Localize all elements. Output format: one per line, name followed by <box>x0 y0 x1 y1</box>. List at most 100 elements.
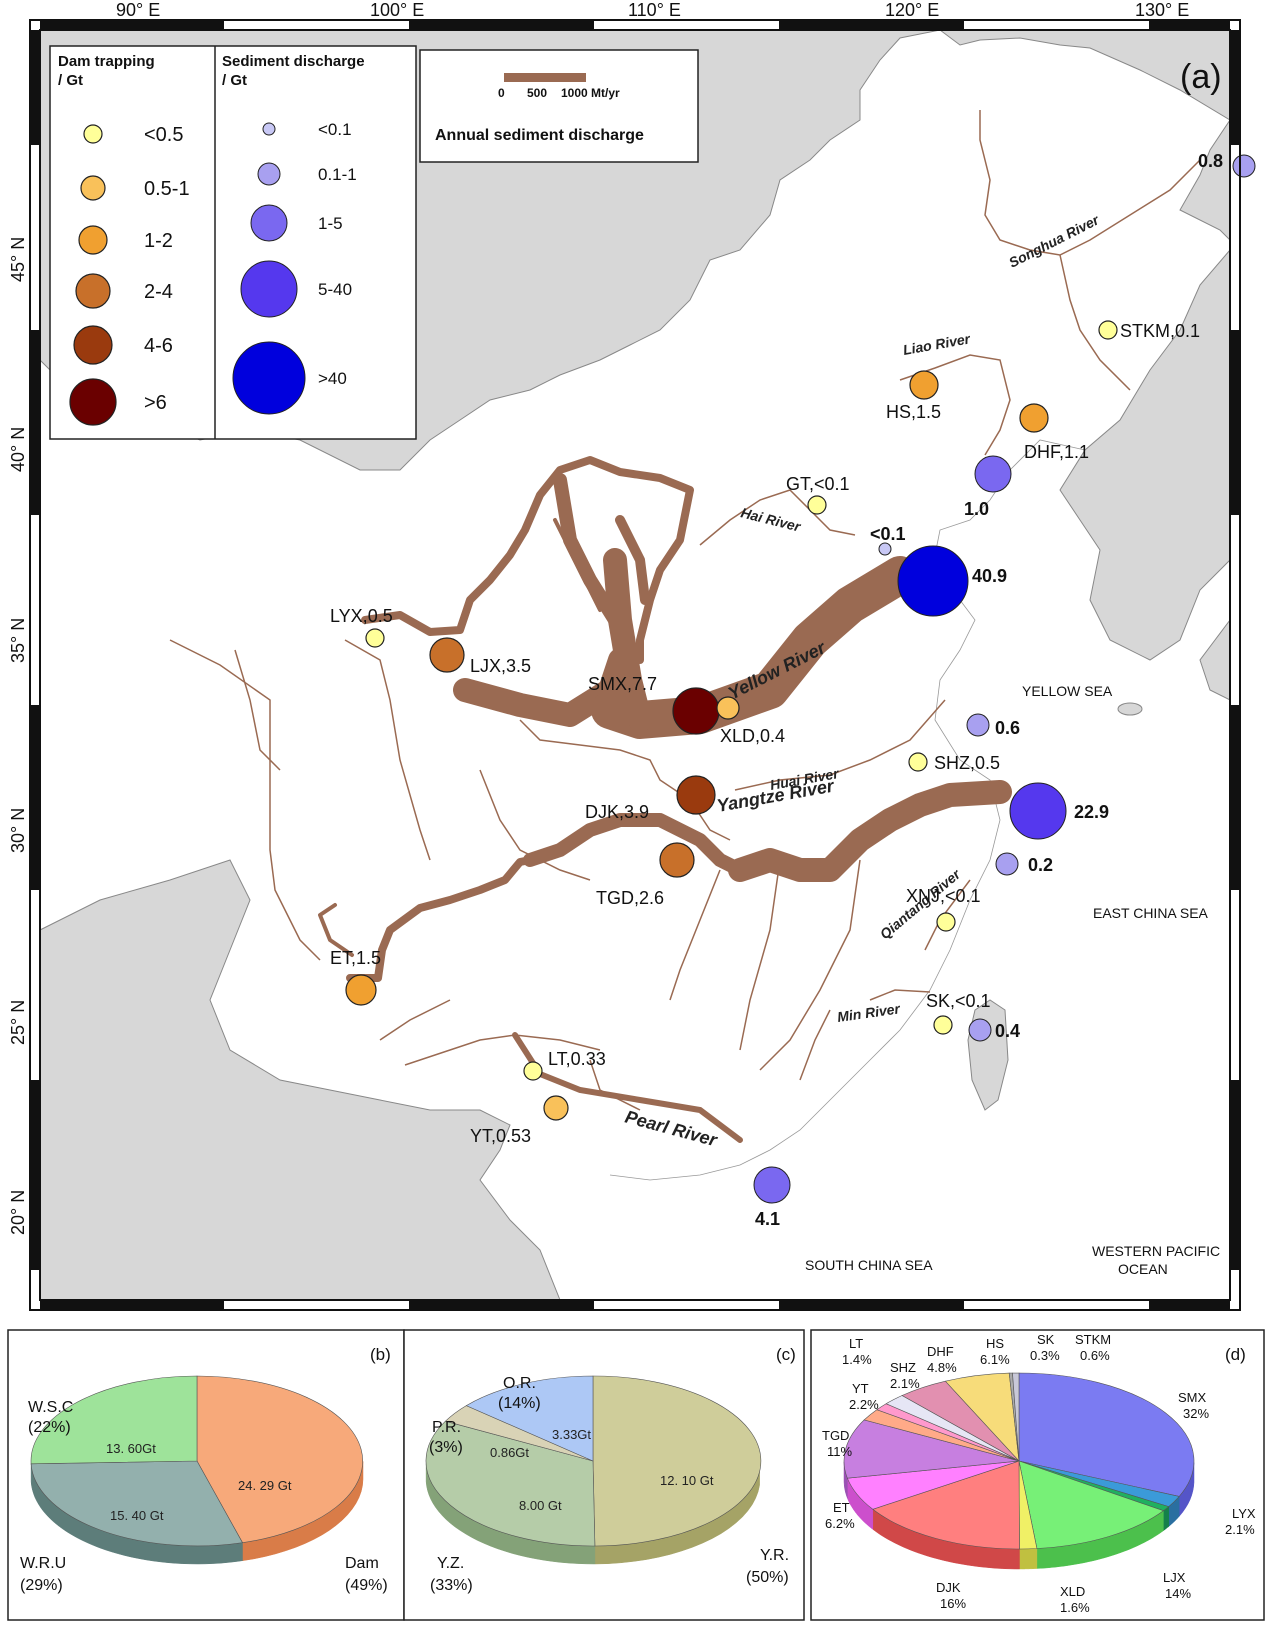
dam-marker-xld[interactable] <box>716 696 740 720</box>
lat-label-35: 35° N <box>8 618 28 663</box>
dam-label-sk: SK,<0.1 <box>926 991 991 1011</box>
legend-sed-swatch-2 <box>257 162 281 186</box>
pie-d-pct-lyx: 2.1% <box>1225 1522 1255 1537</box>
outlet-marker-qiantang[interactable] <box>995 852 1019 876</box>
dam-label-et: ET,1.5 <box>330 948 381 968</box>
pie-d-slice-0[interactable] <box>1018 1372 1195 1497</box>
legend-dam-swatch-4 <box>75 273 111 309</box>
pie-b-slice-0[interactable] <box>196 1375 363 1544</box>
legend-dam-label-6: >6 <box>144 392 167 414</box>
pie-c-label-yz: Y.Z. <box>437 1555 464 1572</box>
legend-dam-label-2: 0.5-1 <box>144 178 190 200</box>
outlet-marker-yellow[interactable] <box>897 545 969 617</box>
pie-d-pct-tgd: 11% <box>827 1444 852 1459</box>
legend-sed-swatch-1 <box>262 122 276 136</box>
dam-label-shz: SHZ,0.5 <box>934 753 1000 773</box>
dam-label-hs: HS,1.5 <box>886 402 941 422</box>
pie-b-label-wru: W.R.U <box>20 1555 66 1572</box>
pie-d-name-dhf: DHF <box>927 1344 954 1359</box>
map-frame <box>29 19 1241 1311</box>
frame-seg-left <box>31 330 40 515</box>
pie-d-slice-14[interactable] <box>1012 1372 1020 1462</box>
outlet-labels: 0.8 1.0 <0.1 40.9 0.6 22.9 0.2 0.4 4.1 <box>755 151 1223 1229</box>
pie-b-pct-wsc: (22%) <box>28 1419 71 1436</box>
scale-title: Annual sediment discharge <box>435 127 644 144</box>
pie-c-pct-pr: (3%) <box>429 1439 463 1456</box>
lat-labels: 45° N 40° N 35° N 30° N 25° N 20° N <box>8 237 28 1235</box>
outlet-label-hai: <0.1 <box>870 524 906 544</box>
yellow-river <box>361 456 919 739</box>
pie-d-name-lt: LT <box>849 1336 863 1351</box>
outlet-marker-liao[interactable] <box>974 455 1012 493</box>
lat-label-25: 25° N <box>8 1000 28 1045</box>
dam-marker-gt[interactable] <box>807 495 827 515</box>
pie-b-label-wsc: W.S.C <box>28 1399 73 1416</box>
pie-b-value-wru: 15. 40 Gt <box>110 1508 164 1523</box>
yangtze-river <box>318 780 1012 982</box>
pie-c-pct-or: (14%) <box>498 1395 541 1412</box>
sea-label-wpo-2: OCEAN <box>1118 1261 1168 1277</box>
pie-d-slice-7[interactable] <box>843 1419 1020 1479</box>
pie-d-side-4 <box>1019 1548 1038 1570</box>
dam-marker-lyx[interactable] <box>365 628 385 648</box>
legend-dam-swatch-2 <box>80 175 106 201</box>
outlet-label-qiantang: 0.2 <box>1028 855 1053 875</box>
dam-label-yt: YT,0.53 <box>470 1126 531 1146</box>
pie-b-slice-2[interactable] <box>30 1375 198 1465</box>
pie-chart-b <box>30 1375 364 1565</box>
dam-marker-et[interactable] <box>345 974 377 1006</box>
pie-b-label-dam: Dam <box>345 1555 379 1572</box>
dam-marker-lt[interactable] <box>523 1061 543 1081</box>
dam-marker-dhf[interactable] <box>1019 403 1049 433</box>
pie-d-pct-sk: 0.3% <box>1030 1348 1060 1363</box>
land-southwest <box>39 859 561 1301</box>
pie-d-pct-dhf: 4.8% <box>927 1360 957 1375</box>
pie-b-pct-dam: (49%) <box>345 1577 388 1594</box>
pie-c-label-pr: P.R. <box>432 1419 461 1436</box>
pie-d-pct-yt: 2.2% <box>849 1397 879 1412</box>
frame-seg-right <box>1230 330 1239 515</box>
pie-b-value-dam: 24. 29 Gt <box>238 1478 292 1493</box>
frame-seg-top <box>1149 21 1230 30</box>
dam-marker-ljx[interactable] <box>429 637 465 673</box>
pie-c-slice-0[interactable] <box>592 1375 762 1547</box>
pie-c-slice-1[interactable] <box>425 1420 596 1547</box>
dam-marker-yt[interactable] <box>543 1095 569 1121</box>
lon-labels: 90° E 100° E 110° E 120° E 130° E <box>116 0 1189 20</box>
dam-marker-smx[interactable] <box>672 687 720 735</box>
dam-markers <box>345 320 1118 1121</box>
outlet-marker-huai[interactable] <box>966 713 990 737</box>
outlet-marker-songhua[interactable] <box>1232 154 1256 178</box>
scale-tick-500: 500 <box>527 86 547 100</box>
outlet-marker-hai[interactable] <box>878 542 892 556</box>
outlet-label-songhua: 0.8 <box>1198 151 1223 171</box>
pie-c-slice-3[interactable] <box>465 1375 594 1462</box>
dam-label-lt: LT,0.33 <box>548 1049 606 1069</box>
pie-d-slice-3[interactable] <box>1018 1460 1165 1549</box>
pie-d-slice-5[interactable] <box>872 1460 1020 1550</box>
outlet-label-huai: 0.6 <box>995 718 1020 738</box>
dam-marker-xnj[interactable] <box>936 912 956 932</box>
outlet-marker-yangtze[interactable] <box>1009 782 1067 840</box>
pie-c-label-yr: Y.R. <box>760 1547 789 1564</box>
pie-c-value-yr: 12. 10 Gt <box>660 1473 714 1488</box>
dam-marker-shz[interactable] <box>908 752 928 772</box>
pie-b-value-wsc: 13. 60Gt <box>106 1441 156 1456</box>
dam-marker-stkm[interactable] <box>1098 320 1118 340</box>
outlet-marker-min[interactable] <box>968 1018 992 1042</box>
scale-bar <box>504 73 586 82</box>
pie-c-value-or: 3.33Gt <box>552 1427 591 1442</box>
scale-tick-0: 0 <box>498 86 505 100</box>
dam-marker-tgd[interactable] <box>659 842 695 878</box>
pie-d-name-stkm: STKM <box>1075 1332 1111 1347</box>
legend-sed-swatch-4 <box>240 260 298 318</box>
dam-label-xnj: XNJ,<0.1 <box>906 886 981 906</box>
dam-marker-hs[interactable] <box>909 370 939 400</box>
dam-marker-djk[interactable] <box>676 775 716 815</box>
pie-b-slice-1[interactable] <box>30 1460 243 1547</box>
outlet-marker-pearl[interactable] <box>753 1166 791 1204</box>
dam-marker-sk[interactable] <box>933 1015 953 1035</box>
scale-tick-1000: 1000 Mt/yr <box>561 86 620 100</box>
pie-d-pct-xld: 1.6% <box>1060 1600 1090 1615</box>
dam-label-stkm: STKM,0.1 <box>1120 321 1200 341</box>
